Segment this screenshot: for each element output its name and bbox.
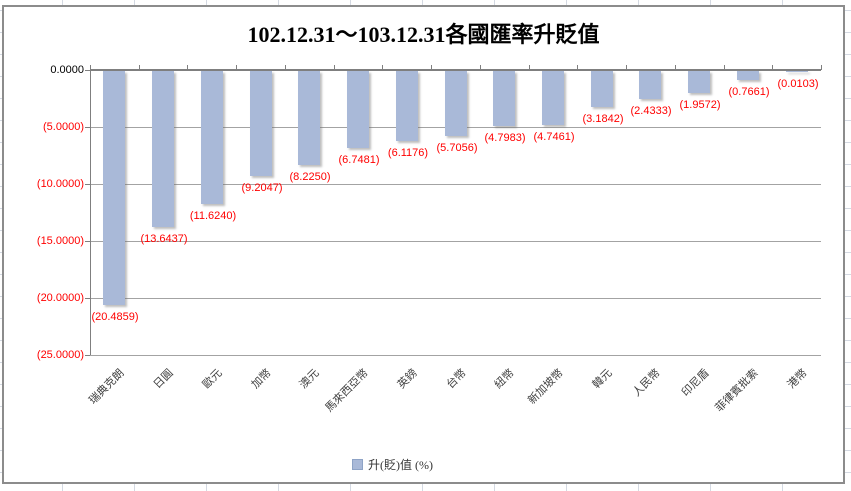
x-tick-mark [285, 65, 286, 70]
category-label: 馬來西亞幣 [323, 367, 371, 415]
gridline [90, 184, 821, 185]
plot-area: 0.0000 (5.0000) (10.0000) (15.0000) (20.0000… [4, 7, 843, 482]
bar[interactable] [347, 71, 369, 148]
category-label: 加幣 [249, 367, 274, 392]
gridline [90, 241, 821, 242]
x-tick-mark [236, 65, 237, 70]
category-label: 英鎊 [395, 367, 420, 392]
y-tick-label: (15.0000) [36, 235, 84, 247]
gridline [90, 298, 821, 299]
y-tick-label: (10.0000) [36, 178, 84, 190]
category-label: 港幣 [785, 367, 810, 392]
bar[interactable] [688, 71, 710, 93]
value-label: (1.9572) [679, 99, 721, 111]
bar[interactable] [542, 71, 564, 125]
value-label: (0.0103) [777, 78, 819, 90]
value-label: (9.2047) [241, 182, 283, 194]
bar[interactable] [152, 71, 174, 227]
y-tick-mark [85, 241, 90, 242]
bar[interactable] [201, 71, 223, 204]
gridline [90, 355, 821, 356]
x-tick-mark [334, 65, 335, 70]
bar[interactable] [591, 71, 613, 107]
x-tick-mark [821, 65, 822, 70]
y-tick-mark [85, 184, 90, 185]
bar[interactable] [737, 71, 759, 80]
value-label: (20.4859) [91, 311, 139, 323]
value-label: (5.7056) [436, 142, 478, 154]
category-label: 歐元 [200, 367, 225, 392]
x-tick-mark [187, 65, 188, 70]
value-label: (11.6240) [189, 210, 237, 222]
x-tick-mark [577, 65, 578, 70]
chart-title: 102.12.31～103.12.31各國匯率升貶值 [247, 22, 600, 47]
bar[interactable] [493, 71, 515, 126]
chart-object[interactable]: 102.12.31～103.12.31各國匯率升貶值 0.0000 (5.0000… [2, 5, 845, 484]
bar[interactable] [639, 71, 661, 99]
bar[interactable] [250, 71, 272, 176]
value-label: (0.7661) [728, 86, 770, 98]
value-label: (8.2250) [289, 171, 331, 183]
value-label: (4.7983) [484, 132, 526, 144]
bar[interactable] [786, 71, 808, 72]
value-label: (13.6437) [140, 233, 188, 245]
x-tick-mark [431, 65, 432, 70]
y-tick-label: (5.0000) [43, 121, 84, 133]
category-label: 印尼盾 [679, 367, 712, 399]
x-tick-mark [772, 65, 773, 70]
bar[interactable] [298, 71, 320, 165]
value-axis-line [90, 70, 91, 355]
y-tick-label: 0.0000 [50, 64, 84, 76]
x-tick-mark [90, 65, 91, 70]
x-tick-mark [675, 65, 676, 70]
category-label: 人民幣 [630, 367, 663, 399]
x-tick-mark [529, 65, 530, 70]
category-label: 菲律賓批索 [713, 367, 761, 415]
value-label: (2.4333) [630, 105, 672, 117]
y-tick-mark [85, 70, 90, 71]
category-label: 紐幣 [492, 367, 517, 392]
value-label: (4.7461) [533, 131, 575, 143]
bar[interactable] [103, 71, 125, 305]
category-label: 台幣 [444, 367, 469, 392]
bar[interactable] [445, 71, 467, 136]
category-label: 韓元 [590, 367, 615, 392]
x-tick-mark [382, 65, 383, 70]
x-tick-mark [139, 65, 140, 70]
value-label: (6.1176) [387, 147, 429, 159]
x-tick-mark [480, 65, 481, 70]
y-tick-label: (20.0000) [36, 292, 84, 304]
value-label: (3.1842) [582, 113, 624, 125]
y-tick-mark [85, 298, 90, 299]
y-tick-label: (25.0000) [36, 349, 84, 361]
y-tick-mark [85, 355, 90, 356]
x-tick-mark [724, 65, 725, 70]
value-label: (6.7481) [338, 154, 380, 166]
category-label: 新加坡幣 [526, 367, 566, 407]
category-label: 澳元 [297, 367, 322, 392]
category-label: 日圓 [151, 367, 176, 392]
legend[interactable]: 升(貶)值 (%) [352, 456, 433, 473]
y-tick-mark [85, 127, 90, 128]
category-axis-line [90, 69, 821, 71]
category-label: 瑞典克朗 [87, 367, 127, 407]
bar[interactable] [396, 71, 418, 141]
legend-label: 升(貶)值 (%) [368, 458, 433, 472]
legend-marker-icon [352, 459, 363, 470]
x-tick-mark [626, 65, 627, 70]
